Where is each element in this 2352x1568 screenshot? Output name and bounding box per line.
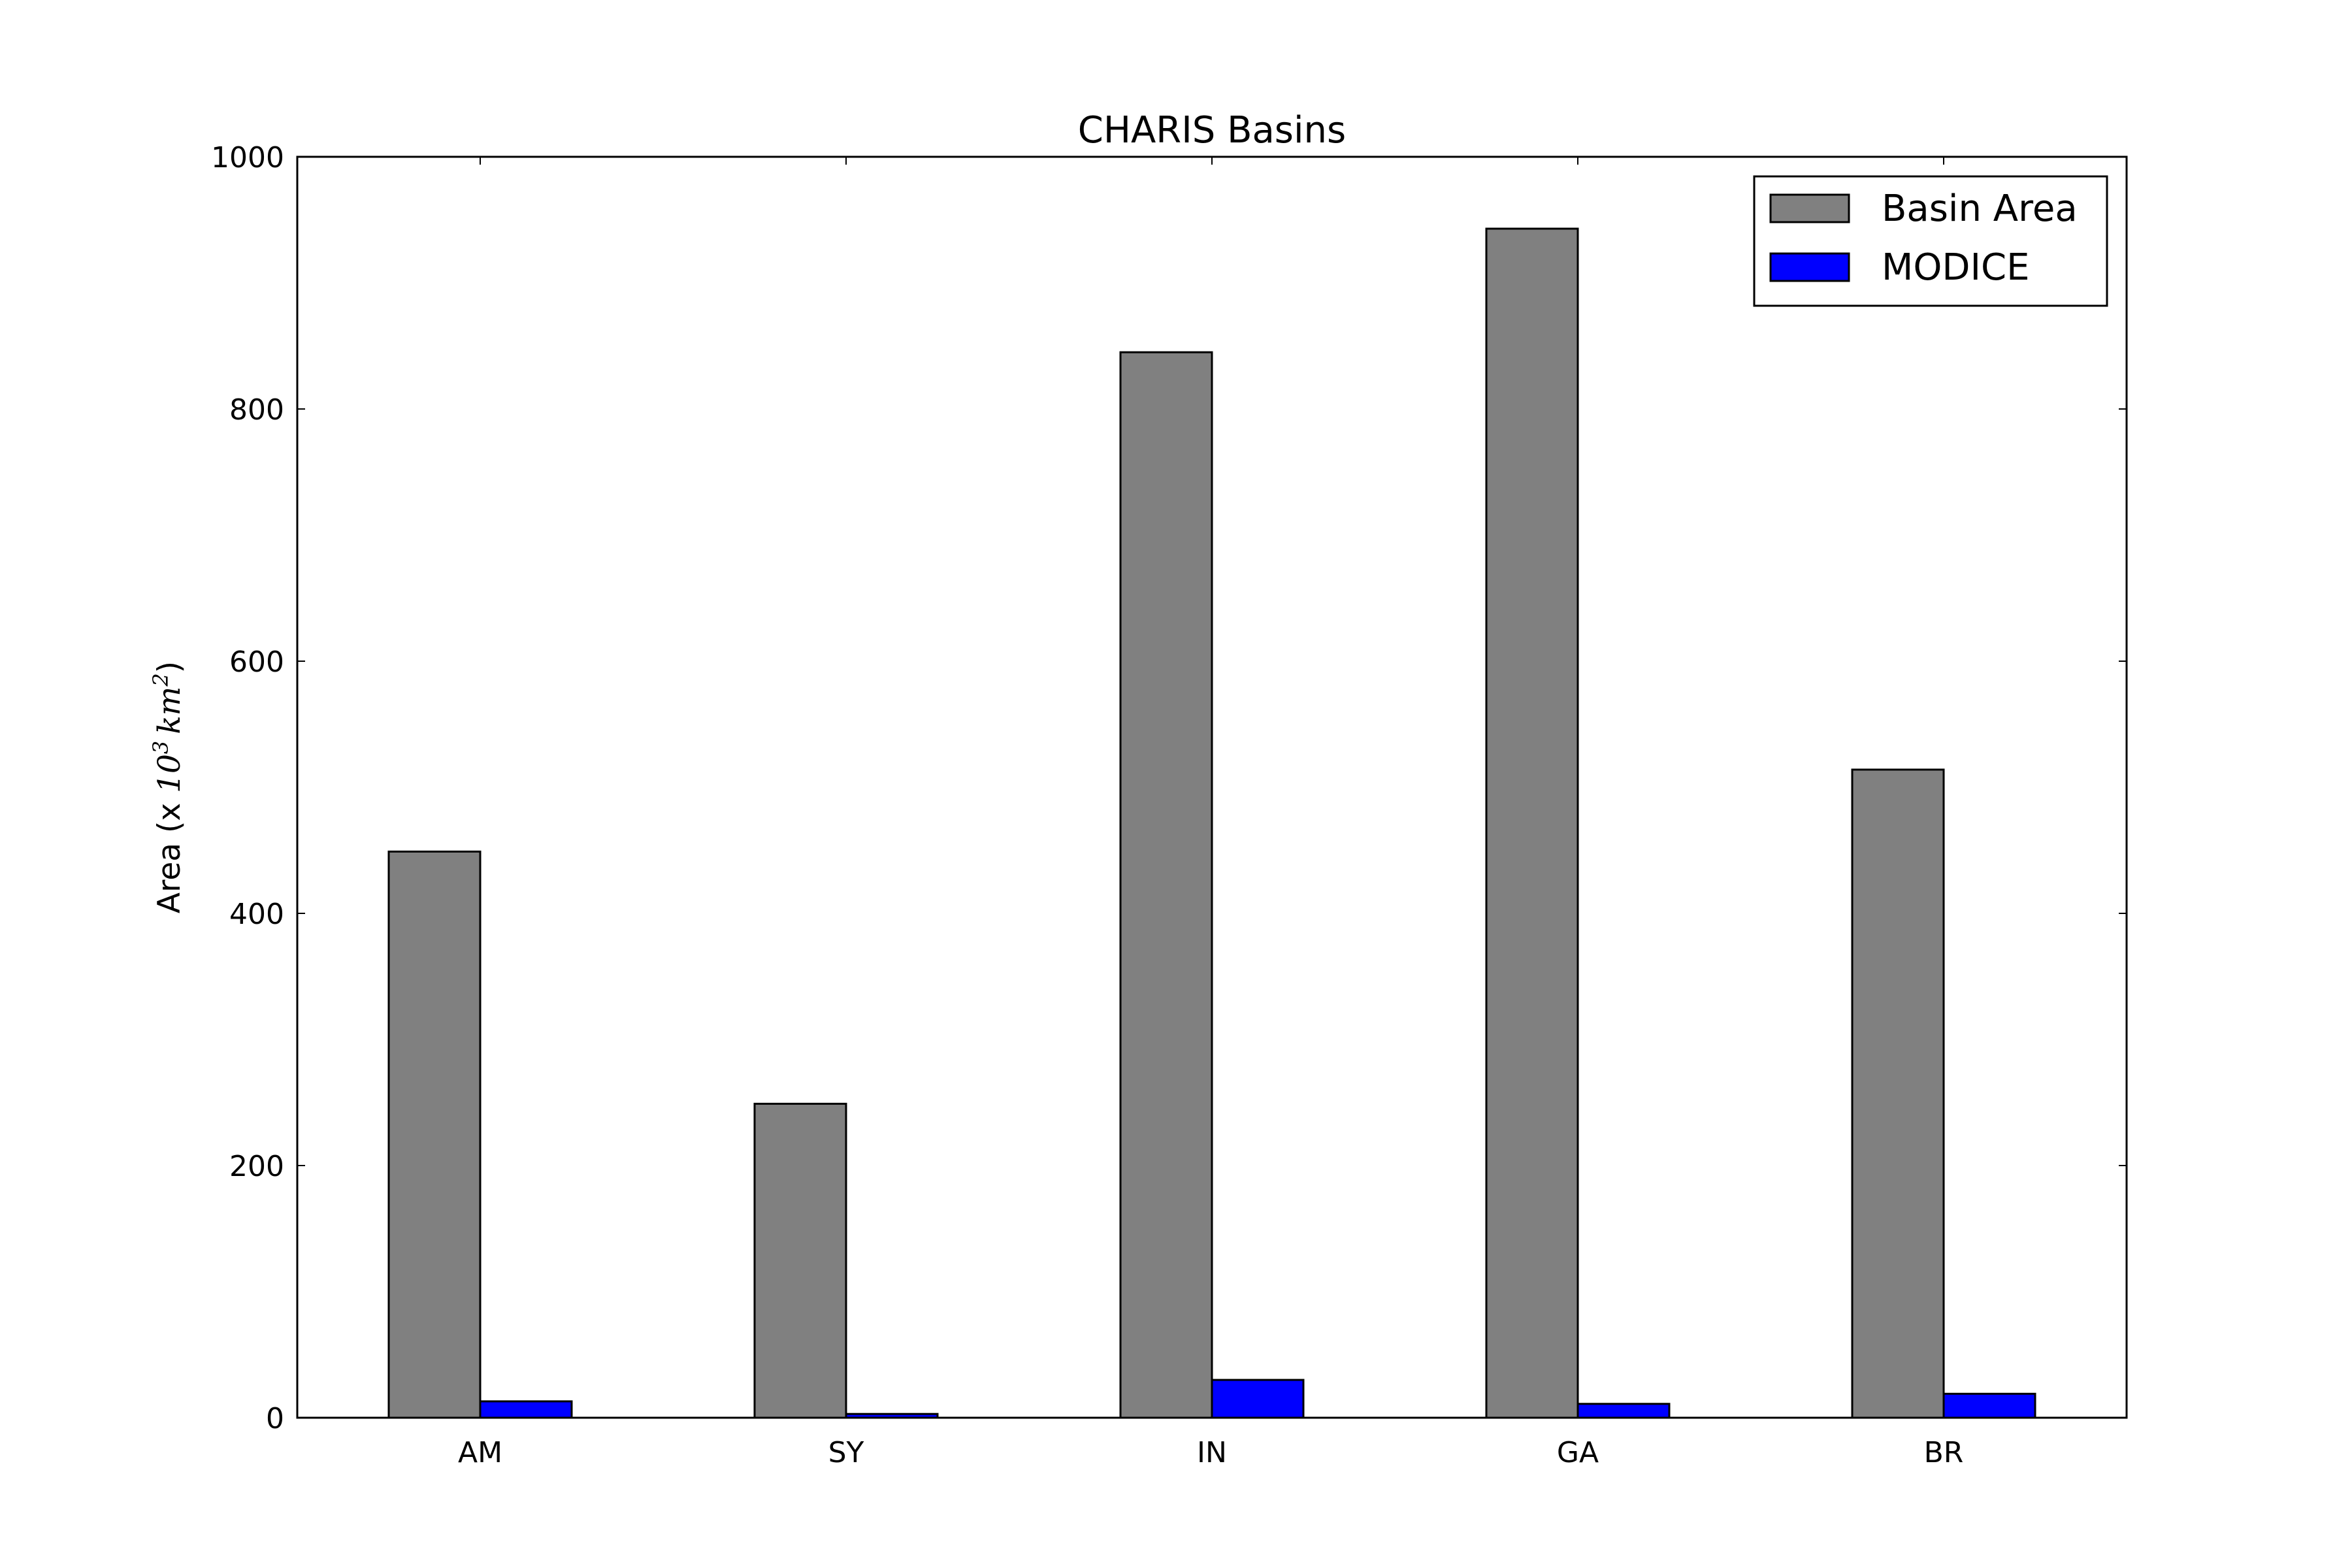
y-axis-label-suffix: ) xyxy=(152,661,188,673)
y-tick-label: 1000 xyxy=(211,141,284,174)
y-tick-label: 800 xyxy=(229,393,284,427)
x-tick-label: IN xyxy=(1197,1436,1227,1469)
bars-group xyxy=(387,227,2036,1419)
y-tick-label: 600 xyxy=(229,645,284,679)
bar-modice-in xyxy=(1211,1379,1305,1419)
y-tick-label: 400 xyxy=(229,898,284,931)
legend: Basin Area MODICE xyxy=(1753,175,2108,307)
x-tick-label: BR xyxy=(1924,1436,1964,1469)
bar-basin-area-br xyxy=(1851,768,1945,1419)
y-axis-label-prefix: Area (x xyxy=(152,793,188,913)
x-tick-label: AM xyxy=(458,1436,502,1469)
y-tick-label: 200 xyxy=(229,1150,284,1183)
y-axis-label: Area (x 103 km2) xyxy=(148,661,188,913)
y-axis-label-unit-exp: 2 xyxy=(148,673,173,687)
legend-label: Basin Area xyxy=(1882,188,2078,230)
bar-basin-area-am xyxy=(387,850,482,1419)
y-axis-label-unit: km xyxy=(152,687,188,734)
chart-title: CHARIS Basins xyxy=(1078,109,1346,152)
bar-basin-area-in xyxy=(1119,351,1213,1419)
bar-basin-area-ga xyxy=(1485,227,1579,1419)
bar-modice-am xyxy=(479,1400,573,1419)
x-tick-label: SY xyxy=(828,1436,864,1469)
legend-label: MODICE xyxy=(1882,246,2030,289)
bar-modice-br xyxy=(1942,1392,2036,1419)
legend-swatch xyxy=(1769,193,1850,223)
y-tick-label: 0 xyxy=(266,1402,284,1435)
bar-basin-area-sy xyxy=(753,1102,847,1419)
legend-swatch xyxy=(1769,252,1850,282)
x-tick-label: GA xyxy=(1557,1436,1599,1469)
bar-modice-ga xyxy=(1576,1403,1671,1419)
ticks-group: AM SY IN GA BR 0 200 400 600 800 1000 xyxy=(211,141,2127,1469)
y-axis-label-exp: 3 xyxy=(148,741,173,754)
y-axis-label-base: 10 xyxy=(152,754,188,793)
